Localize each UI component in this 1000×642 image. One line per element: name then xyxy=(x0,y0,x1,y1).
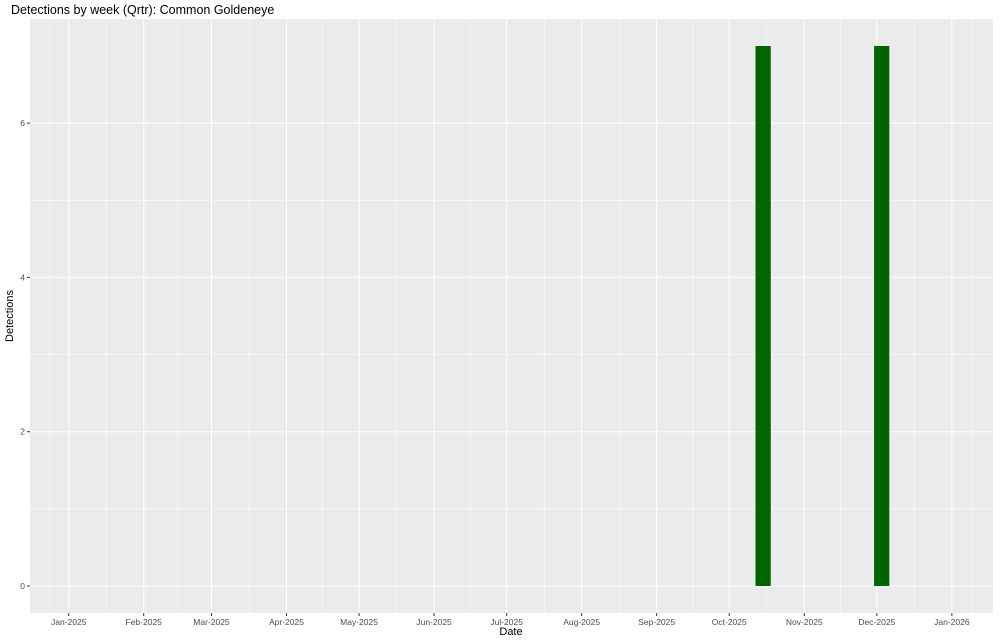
x-tick-label: Nov-2025 xyxy=(786,617,823,627)
y-tick-label: 4 xyxy=(20,272,25,282)
x-tick-label: Jan-2025 xyxy=(51,617,87,627)
y-tick-label: 6 xyxy=(20,118,25,128)
axes: 0 2 4 6 Jan-2025 Feb-2025 Mar-2025 Apr-2025 May-… xyxy=(20,118,970,627)
y-axis-label: Detections xyxy=(4,290,16,342)
x-tick-label: Feb-2025 xyxy=(126,617,163,627)
x-tick-label: Dec-2025 xyxy=(858,617,895,627)
x-tick-label: Jun-2025 xyxy=(416,617,452,627)
bar xyxy=(874,46,890,586)
x-axis-label: Date xyxy=(499,626,522,638)
plot-panel xyxy=(30,19,993,613)
x-tick-label: Jan-2026 xyxy=(934,617,970,627)
x-tick-label: Oct-2025 xyxy=(712,617,747,627)
y-tick-label: 2 xyxy=(20,427,25,437)
x-tick-label: Aug-2025 xyxy=(563,617,600,627)
x-tick-label: May-2025 xyxy=(340,617,378,627)
y-tick-label: 0 xyxy=(20,581,25,591)
x-tick-label: Jul-2025 xyxy=(490,617,523,627)
x-tick-label: Sep-2025 xyxy=(638,617,675,627)
bars xyxy=(755,46,890,586)
chart-title: Detections by week (Qrtr): Common Golden… xyxy=(11,3,274,17)
x-tick-label: Mar-2025 xyxy=(193,617,230,627)
x-tick-label: Apr-2025 xyxy=(269,617,304,627)
bar xyxy=(755,46,771,586)
